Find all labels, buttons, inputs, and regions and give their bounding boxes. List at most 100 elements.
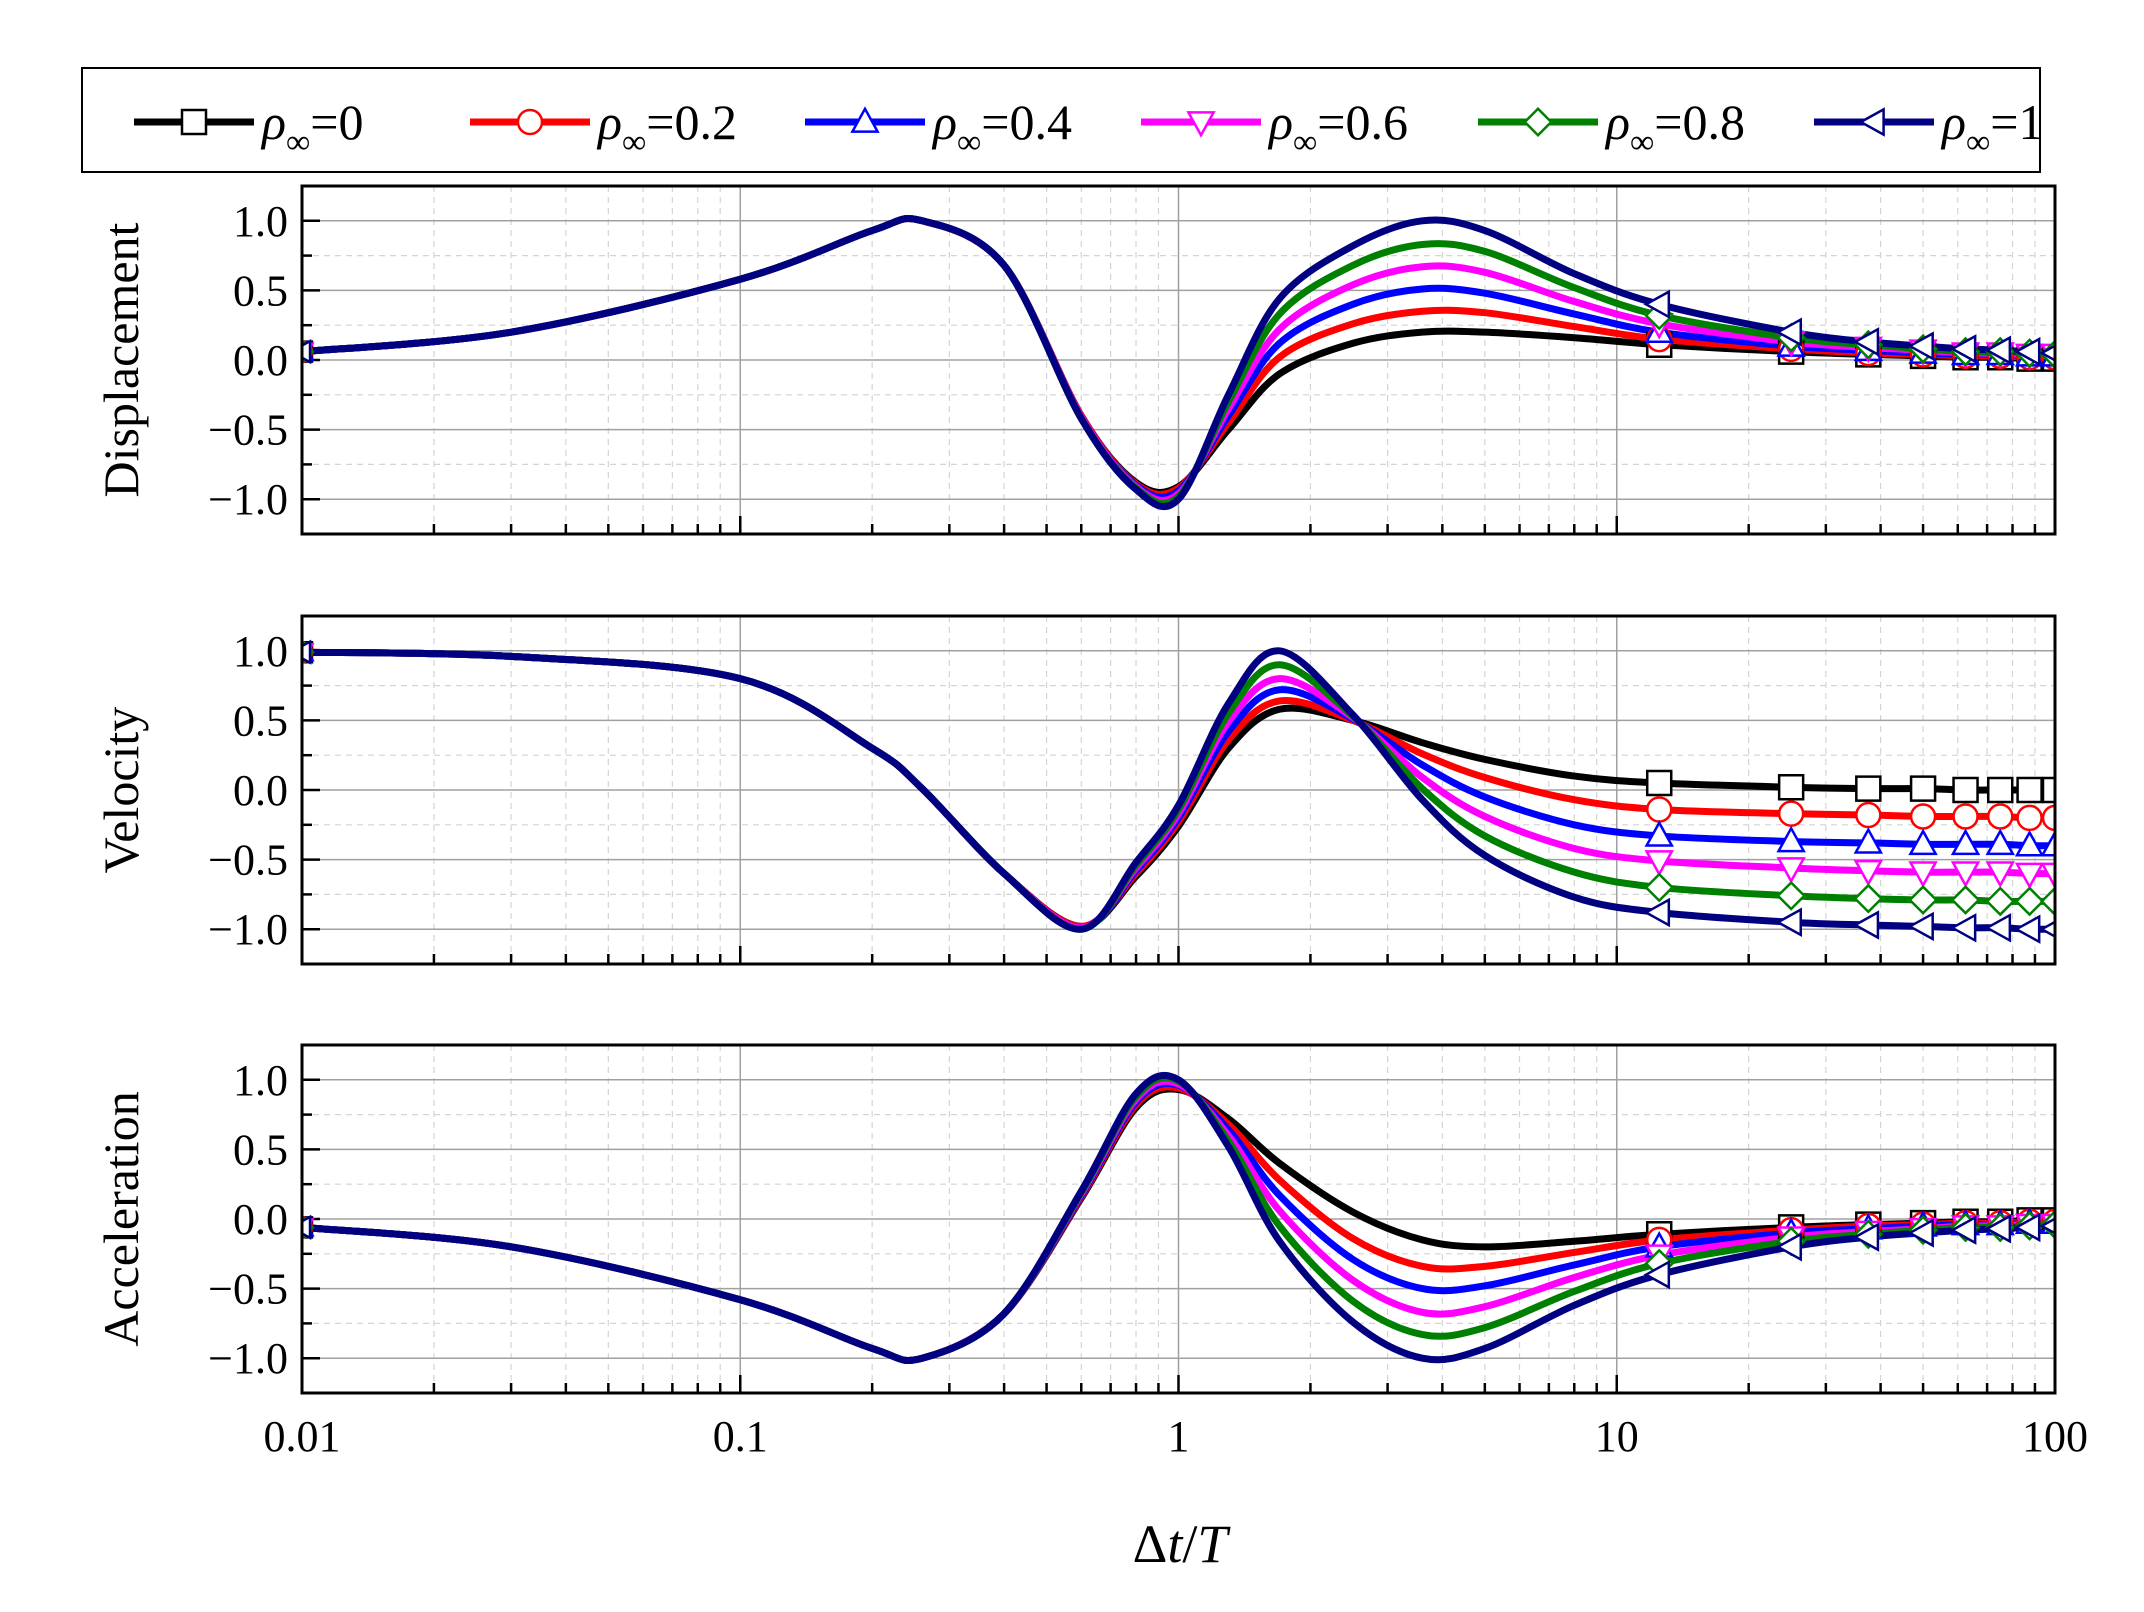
data-point-marker bbox=[302, 639, 312, 665]
data-point-marker bbox=[1908, 885, 1939, 915]
data-point-marker bbox=[1775, 1232, 1802, 1262]
legend-item: ρ∞=0.2 bbox=[470, 94, 737, 161]
data-point-marker bbox=[1855, 801, 1882, 829]
data-point-marker bbox=[2013, 1212, 2041, 1243]
data-point-marker bbox=[1907, 911, 1934, 942]
data-point-marker bbox=[1950, 828, 1981, 856]
y-axis-title: Velocity bbox=[93, 707, 149, 874]
data-point-marker bbox=[1984, 1214, 2012, 1244]
data-point-marker bbox=[2039, 1217, 2055, 1235]
data-point-marker bbox=[1852, 327, 1880, 357]
data-point-marker bbox=[1949, 1215, 1977, 1245]
y-tick-label: 1.0 bbox=[233, 197, 288, 246]
data-point-marker bbox=[1777, 800, 1805, 827]
series-group bbox=[302, 215, 2055, 511]
data-point-marker bbox=[1985, 886, 2016, 917]
data-point-marker bbox=[1852, 910, 1880, 940]
data-point-marker bbox=[2014, 886, 2045, 917]
data-point-marker bbox=[2040, 862, 2055, 890]
y-tick-label: 0.0 bbox=[233, 336, 288, 385]
legend-item: ρ∞=0 bbox=[134, 94, 363, 161]
data-point-marker bbox=[1949, 913, 1977, 943]
data-point-marker bbox=[1908, 861, 1938, 888]
data-point-marker bbox=[302, 1214, 312, 1240]
legend-marker-triangle-up bbox=[850, 106, 880, 133]
y-tick-label: −1.0 bbox=[208, 475, 288, 524]
data-point-marker bbox=[1644, 850, 1674, 877]
legend-marker-diamond bbox=[1523, 107, 1553, 137]
data-point-marker bbox=[2014, 862, 2045, 890]
series-group bbox=[302, 638, 2055, 944]
data-point-marker bbox=[1952, 803, 1979, 830]
series-line-5 bbox=[302, 1071, 2055, 1364]
data-point-marker bbox=[1775, 317, 1802, 347]
y-tick-label: −0.5 bbox=[208, 406, 288, 455]
series-line-5 bbox=[302, 215, 2055, 511]
data-point-marker bbox=[1907, 331, 1934, 361]
data-point-marker bbox=[1907, 1218, 1934, 1248]
data-point-marker bbox=[1643, 1259, 1671, 1290]
legend-marker-triangle-left bbox=[1858, 107, 1885, 137]
data-point-marker bbox=[302, 339, 312, 365]
y-tick-label: 0.0 bbox=[233, 1195, 288, 1244]
plot-frame bbox=[300, 614, 2057, 966]
chart-panels: 1.0 0.5 0.0 −0.5 −1.0 Displacement 1.0 0.5 0.0 −0… bbox=[93, 184, 2088, 1461]
y-tick-label: 1.0 bbox=[233, 1056, 288, 1105]
data-point-marker bbox=[2041, 776, 2055, 804]
legend-marker-square bbox=[180, 108, 208, 136]
legend-label: ρ∞=0.4 bbox=[931, 94, 1072, 161]
legend-marker-triangle-down bbox=[1186, 111, 1216, 138]
data-point-marker bbox=[1645, 796, 1673, 823]
legend-item: ρ∞=0.6 bbox=[1141, 94, 1408, 161]
data-point-marker bbox=[1645, 769, 1673, 797]
data-point-marker bbox=[1644, 872, 1675, 903]
y-tick-label: 0.5 bbox=[233, 696, 288, 745]
data-point-marker bbox=[2013, 914, 2041, 944]
y-tick-label: −0.5 bbox=[208, 836, 288, 885]
legend-item: ρ∞=0.4 bbox=[805, 94, 1072, 161]
data-point-marker bbox=[1909, 775, 1937, 802]
x-tick-label: 1 bbox=[1168, 1412, 1190, 1461]
data-point-marker bbox=[1853, 883, 1884, 914]
data-point-marker bbox=[2016, 804, 2043, 832]
data-point-marker bbox=[1985, 828, 2015, 856]
legend: ρ∞=0 ρ∞=0.2 ρ∞=0.4 ρ∞=0.6 ρ∞=0.8 ρ∞=1 bbox=[81, 67, 2043, 173]
data-point-marker bbox=[1777, 773, 1805, 801]
y-axis-title: Displacement bbox=[93, 222, 149, 497]
data-point-marker bbox=[2016, 776, 2043, 804]
legend-label: ρ∞=0.8 bbox=[1604, 94, 1745, 161]
data-point-marker bbox=[1987, 776, 2014, 804]
y-tick-label: 1.0 bbox=[233, 627, 288, 676]
y-tick-label: −0.5 bbox=[208, 1265, 288, 1314]
data-point-marker bbox=[2039, 344, 2055, 362]
data-point-marker bbox=[2039, 920, 2055, 938]
data-point-marker bbox=[1908, 828, 1938, 856]
data-point-marker bbox=[1776, 880, 1807, 911]
data-point-marker bbox=[1952, 776, 1979, 804]
x-tick-label: 0.01 bbox=[264, 1412, 341, 1461]
data-point-marker bbox=[2041, 804, 2055, 832]
data-point-marker bbox=[1909, 803, 1937, 830]
data-point-marker bbox=[1852, 1222, 1880, 1252]
data-point-marker bbox=[2014, 829, 2045, 857]
panel-acceleration: 1.0 0.5 0.0 −0.5 −1.0 Acceleration 0.01 0.1 1 10 1… bbox=[93, 1043, 2088, 1461]
legend-item: ρ∞=1 bbox=[1814, 94, 2043, 161]
x-axis-title: Δt/T bbox=[1133, 1514, 1232, 1574]
y-tick-label: −1.0 bbox=[208, 905, 288, 954]
panel-velocity: 1.0 0.5 0.0 −0.5 −1.0 Velocity bbox=[93, 614, 2057, 966]
data-point-marker bbox=[1775, 907, 1802, 937]
data-point-marker bbox=[1853, 859, 1884, 887]
data-point-marker bbox=[1984, 335, 2012, 365]
data-point-marker bbox=[1855, 775, 1882, 802]
panel-displacement: 1.0 0.5 0.0 −0.5 −1.0 Displacement bbox=[93, 184, 2057, 536]
y-tick-label: −1.0 bbox=[208, 1334, 288, 1383]
series-line-5 bbox=[302, 647, 2055, 933]
series-group bbox=[302, 1071, 2055, 1364]
legend-label: ρ∞=0 bbox=[260, 94, 363, 161]
data-point-marker bbox=[1984, 913, 2012, 943]
plot-frame bbox=[300, 1043, 2057, 1395]
legend-label: ρ∞=0.6 bbox=[1267, 94, 1408, 161]
data-point-marker bbox=[1949, 334, 1977, 364]
data-point-marker bbox=[2040, 886, 2055, 917]
